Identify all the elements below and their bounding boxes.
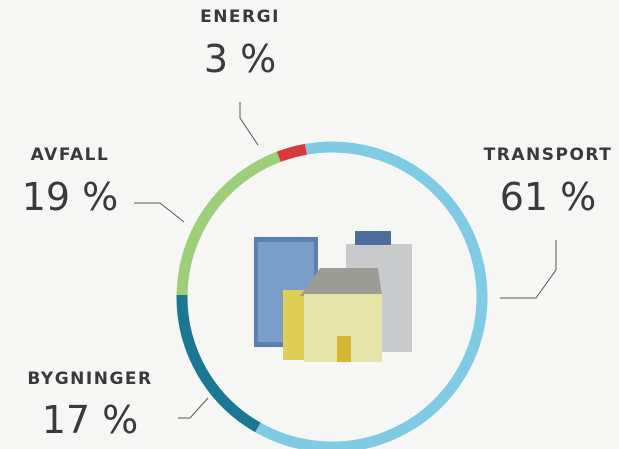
- leader-line: [500, 240, 556, 298]
- category-label: BYGNINGER: [27, 369, 152, 389]
- leader-line: [240, 102, 258, 145]
- category-label: AVFALL: [31, 145, 110, 165]
- chart: TRANSPORT 61 % BYGNINGER 17 % AVFALL 19 % ENER…: [0, 0, 619, 449]
- value-label: 61 %: [500, 175, 597, 219]
- value-label: 17 %: [42, 398, 139, 442]
- value-label: 3 %: [204, 37, 276, 81]
- solar-panel: [355, 231, 391, 245]
- category-label: TRANSPORT: [484, 145, 613, 165]
- leader-line: [178, 398, 208, 418]
- category-label: ENERGI: [200, 7, 280, 27]
- door: [337, 336, 351, 362]
- buildings-illustration: [254, 231, 412, 362]
- leader-line: [134, 203, 184, 222]
- value-label: 19 %: [22, 175, 119, 219]
- donut-segment: [279, 149, 306, 156]
- donut-segment: [182, 295, 258, 428]
